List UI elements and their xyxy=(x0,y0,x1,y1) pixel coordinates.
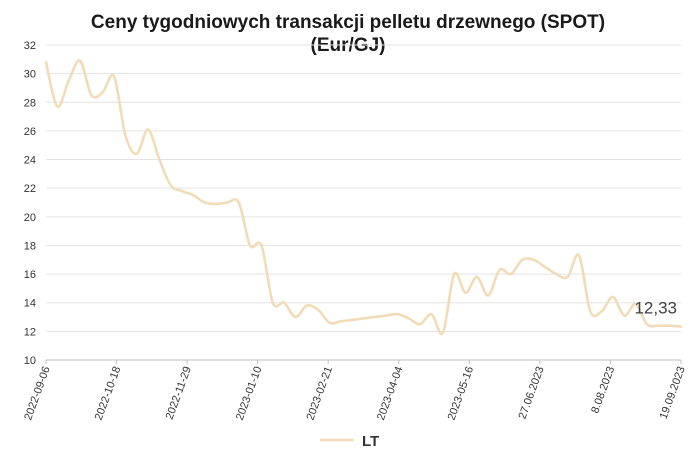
y-tick-label: 10 xyxy=(24,355,36,367)
x-tick-label: 2022-09-06 xyxy=(22,365,53,422)
y-tick-label: 28 xyxy=(24,97,36,109)
y-tick-label: 30 xyxy=(24,69,36,81)
y-tick-label: 22 xyxy=(24,183,36,195)
y-axis-ticks: 10 12 14 16 18 20 22 24 26 28 30 32 xyxy=(24,40,36,367)
x-tick-label: 2023-02-21 xyxy=(305,365,336,422)
x-tick-label: 2023-01-10 xyxy=(234,365,265,422)
x-tick-label: 8.08.2023 xyxy=(589,365,617,415)
y-tick-label: 18 xyxy=(24,240,36,252)
y-tick-label: 12 xyxy=(24,326,36,338)
y-tick-label: 16 xyxy=(24,269,36,281)
x-tick-label: 2023-05-16 xyxy=(446,365,477,422)
end-value-label: 12,33 xyxy=(634,299,677,318)
y-tick-label: 32 xyxy=(24,40,36,52)
gridlines xyxy=(46,44,681,361)
x-tick-label: 27.06.2023 xyxy=(517,365,547,421)
y-tick-label: 20 xyxy=(24,212,36,224)
legend: LT xyxy=(320,433,379,450)
x-axis-ticks: 2022-09-06 2022-10-18 2022-11-29 2023-01-10… xyxy=(22,360,688,422)
y-tick-label: 14 xyxy=(24,298,36,310)
series-layer: 12,33 xyxy=(44,59,683,336)
x-tick-label: 2022-10-18 xyxy=(93,365,124,422)
x-tick-label: 19.09.2023 xyxy=(658,365,688,421)
y-tick-label: 24 xyxy=(24,155,36,167)
x-tick-label: 2023-04-04 xyxy=(375,365,406,422)
chart-title: Ceny tygodniowych transakcji pelletu drz… xyxy=(90,12,606,33)
legend-label: LT xyxy=(362,433,379,450)
y-tick-label: 26 xyxy=(24,126,36,138)
x-tick-label: 2022-11-29 xyxy=(164,365,194,421)
series-line-lt xyxy=(44,59,683,336)
